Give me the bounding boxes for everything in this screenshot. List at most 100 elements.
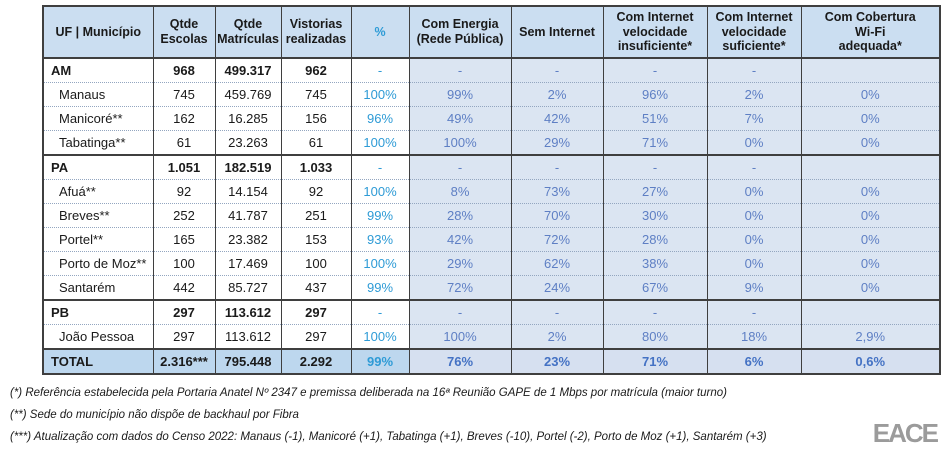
table-row-manicor: Manicoré** 162 16.285 156 96% 49% 42% 51% 7% 0% <box>42 106 941 131</box>
cell: 100% <box>350 82 410 107</box>
cell: 1.033 <box>280 154 352 180</box>
cell: 8% <box>408 179 512 204</box>
table-row-santar-m: Santarém 442 85.727 437 99% 72% 24% 67% 9% 0% <box>42 275 941 300</box>
header-row: UF | Município Qtde Escolas Qtde Matrícula… <box>42 5 941 59</box>
cell: 499.317 <box>214 57 282 83</box>
cell: - <box>408 154 512 180</box>
cell: 0% <box>800 130 941 155</box>
cell: 14.154 <box>214 179 282 204</box>
cell: 99% <box>350 348 410 374</box>
cell: 113.612 <box>214 324 282 349</box>
cell: 0% <box>800 275 941 300</box>
cell: 0% <box>800 251 941 276</box>
cell: 42% <box>408 227 512 252</box>
cell: 0% <box>800 227 941 252</box>
cell: 18% <box>706 324 802 349</box>
cell: 28% <box>602 227 708 252</box>
cell: 1.051 <box>152 154 216 180</box>
cell: - <box>510 154 604 180</box>
table-row-portel: Portel** 165 23.382 153 93% 42% 72% 28% 0% 0% <box>42 227 941 252</box>
table-row-porto-de-moz: Porto de Moz** 100 17.469 100 100% 29% 62% 38% 0… <box>42 251 941 276</box>
cell: 252 <box>152 203 216 228</box>
cell: 162 <box>152 106 216 131</box>
cell-label: TOTAL <box>42 348 154 374</box>
cell: 2,9% <box>800 324 941 349</box>
cell: 96% <box>350 106 410 131</box>
cell: 85.727 <box>214 275 282 300</box>
table-row-breves: Breves** 252 41.787 251 99% 28% 70% 30% 0% 0% <box>42 203 941 228</box>
cell: 0% <box>706 179 802 204</box>
column-header-com-internet-velocidade-suficiente: Com Internet velocidade suficiente* <box>706 5 802 59</box>
cell: 23.382 <box>214 227 282 252</box>
cell: 0% <box>706 130 802 155</box>
cell: 0% <box>800 179 941 204</box>
cell: 92 <box>152 179 216 204</box>
cell: 251 <box>280 203 352 228</box>
cell: 93% <box>350 227 410 252</box>
column-header-: % <box>350 5 410 59</box>
cell-label: Manaus <box>42 82 154 107</box>
cell: 442 <box>152 275 216 300</box>
cell: 76% <box>408 348 512 374</box>
table-header: UF | Município Qtde Escolas Qtde Matrícula… <box>42 5 941 59</box>
cell: 0% <box>706 227 802 252</box>
cell: 51% <box>602 106 708 131</box>
cell: - <box>350 154 410 180</box>
cell: 0% <box>800 106 941 131</box>
cell: 459.769 <box>214 82 282 107</box>
cell: 61 <box>152 130 216 155</box>
cell: 6% <box>706 348 802 374</box>
cell: 80% <box>602 324 708 349</box>
cell: 962 <box>280 57 352 83</box>
cell: 745 <box>280 82 352 107</box>
cell <box>800 154 941 180</box>
cell: 96% <box>602 82 708 107</box>
table-body: AM 968 499.317 962- - - - - Manaus 745 459.769 745 1… <box>42 57 941 374</box>
cell: 92 <box>280 179 352 204</box>
cell-label: Manicoré** <box>42 106 154 131</box>
cell: 0% <box>800 82 941 107</box>
cell: 182.519 <box>214 154 282 180</box>
column-header-qtde-escolas: Qtde Escolas <box>152 5 216 59</box>
cell: 61 <box>280 130 352 155</box>
cell: 153 <box>280 227 352 252</box>
cell: 99% <box>408 82 512 107</box>
column-header-com-internet-velocidade-insuficiente: Com Internet velocidade insuficiente* <box>602 5 708 59</box>
cell: 62% <box>510 251 604 276</box>
cell: 99% <box>350 275 410 300</box>
column-header-com-cobertura-wi-fi-adequada: Com Cobertura Wi-Fi adequada* <box>800 5 941 59</box>
cell: 41.787 <box>214 203 282 228</box>
column-header-qtde-matr-culas: Qtde Matrículas <box>214 5 282 59</box>
table-row-pa: PA 1.051 182.519 1.033- - - - - <box>42 154 941 180</box>
cell: 29% <box>510 130 604 155</box>
cell: 437 <box>280 275 352 300</box>
cell: 73% <box>510 179 604 204</box>
cell: 28% <box>408 203 512 228</box>
cell: - <box>408 57 512 83</box>
footnote-asterisk: (*) Referência estabelecida pela Portari… <box>10 387 727 399</box>
cell: - <box>510 299 604 325</box>
column-header-vistorias-realizadas: Vistorias realizadas <box>280 5 352 59</box>
cell-label: Breves** <box>42 203 154 228</box>
cell: 297 <box>280 299 352 325</box>
cell-label: Portel** <box>42 227 154 252</box>
cell: 968 <box>152 57 216 83</box>
cell: - <box>602 154 708 180</box>
cell: 70% <box>510 203 604 228</box>
cell: 17.469 <box>214 251 282 276</box>
cell-label: PB <box>42 299 154 325</box>
cell: 745 <box>152 82 216 107</box>
footnote-double-asterisk: (**) Sede do município não dispõe de bac… <box>10 409 299 421</box>
cell: 2% <box>706 82 802 107</box>
cell: 99% <box>350 203 410 228</box>
cell: - <box>602 299 708 325</box>
cell: - <box>350 57 410 83</box>
cell: 0,6% <box>800 348 941 374</box>
cell: - <box>706 154 802 180</box>
cell: - <box>602 57 708 83</box>
cell: 297 <box>152 299 216 325</box>
cell: 100% <box>350 130 410 155</box>
cell: 100% <box>408 324 512 349</box>
table-row-total: TOTAL 2.316*** 795.448 2.292 99% 76% 23% 71% 6% 0… <box>42 348 941 374</box>
footnote-triple-asterisk: (***) Atualização com dados do Censo 202… <box>10 431 767 443</box>
